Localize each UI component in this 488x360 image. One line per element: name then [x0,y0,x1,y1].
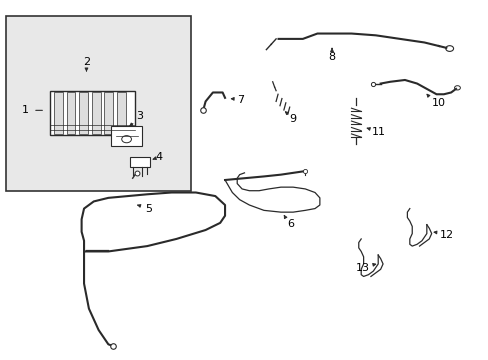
Text: 7: 7 [237,95,244,105]
Bar [66,93,75,134]
Text: 2: 2 [83,57,90,67]
Bar [104,93,113,134]
Bar [50,91,135,135]
Text: 6: 6 [286,219,294,229]
Bar [130,157,149,167]
Circle shape [445,46,453,51]
Text: 3: 3 [136,111,143,121]
Text: 9: 9 [289,114,296,124]
Circle shape [122,136,131,143]
FancyBboxPatch shape [6,16,191,191]
Bar [117,93,125,134]
Bar [92,93,101,134]
Bar [111,126,142,146]
Bar [79,93,88,134]
Text: 11: 11 [371,127,385,137]
Text: 5: 5 [144,203,151,213]
Text: 13: 13 [355,262,369,273]
Text: 8: 8 [328,52,335,62]
Text: 1: 1 [22,105,29,115]
Text: 4: 4 [156,152,163,162]
Text: 12: 12 [439,230,453,240]
Text: 10: 10 [431,98,445,108]
Circle shape [454,86,459,90]
Bar [54,93,62,134]
